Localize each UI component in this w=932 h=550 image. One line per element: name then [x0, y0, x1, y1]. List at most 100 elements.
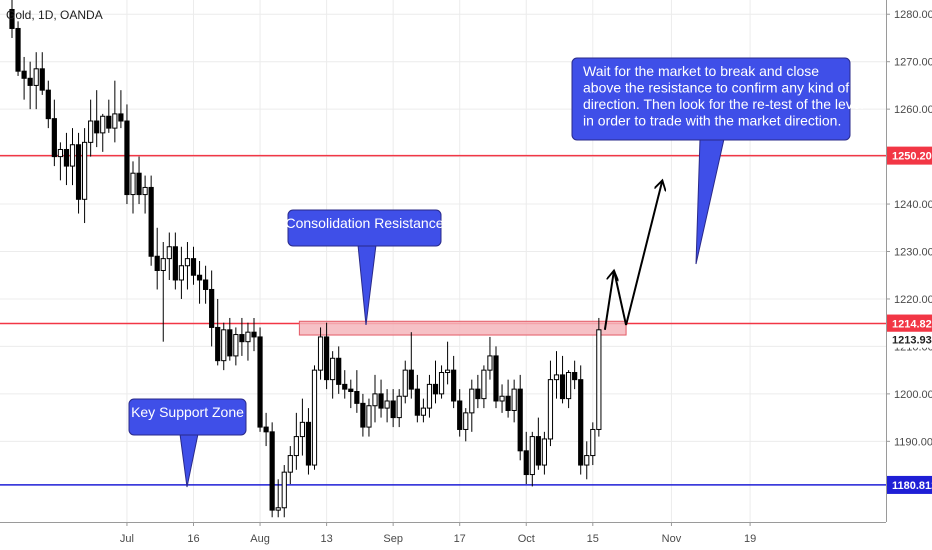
candle-body-bear: [523, 450, 529, 476]
callout-direction: Wait for the market to break and closeab…: [571, 57, 864, 265]
time-tick-label: 16: [187, 533, 199, 545]
candle: [578, 365, 584, 475]
candle-body-bull: [499, 395, 505, 402]
candle-body-bear: [196, 274, 203, 281]
projection-segment-retest: [612, 270, 628, 326]
candle-body-bear: [342, 383, 348, 390]
candle-body-bull: [69, 144, 76, 167]
candle: [408, 332, 414, 399]
candle: [487, 336, 493, 380]
price-tick-label: 1240.000: [894, 199, 932, 211]
candle-body-bull: [100, 115, 106, 134]
candle: [215, 298, 221, 366]
candle: [596, 317, 602, 437]
candle-body-bull: [233, 334, 239, 357]
time-tick-label: Sep: [383, 533, 403, 545]
callout-support-line: Key Support Zone: [131, 404, 244, 420]
candle: [396, 389, 402, 428]
candle-body-bear: [136, 172, 142, 196]
candle: [469, 379, 475, 432]
candle: [15, 21, 21, 76]
candle: [27, 61, 33, 110]
candle: [45, 80, 51, 129]
time-tick-label: 19: [744, 533, 756, 545]
candle-body-bear: [475, 388, 481, 400]
candle: [245, 322, 251, 361]
candle: [136, 156, 142, 205]
callout-consolidation-box: [287, 209, 442, 247]
candle-body-bear: [348, 388, 354, 392]
candle: [566, 370, 572, 409]
time-tick-label: Aug: [250, 533, 270, 545]
candle-body-bull: [384, 400, 390, 409]
price-tick-label: 1220.000: [894, 294, 932, 306]
projection-path: [603, 180, 662, 330]
price-tick-label: 1260.000: [894, 104, 932, 116]
callout-support: Key Support Zone: [128, 398, 247, 488]
candle: [227, 317, 233, 361]
grid: [0, 0, 886, 522]
candle-body-bull: [438, 372, 445, 395]
current-price-badge: [887, 331, 932, 348]
candle: [324, 322, 330, 390]
candle-body-bear: [263, 426, 269, 433]
candle-body-bear: [505, 395, 511, 411]
resistance-zone-rect: [298, 320, 627, 336]
candle-body-bear: [336, 357, 342, 385]
candle: [51, 99, 57, 167]
candle: [184, 242, 191, 290]
candle: [336, 346, 342, 394]
candle: [499, 384, 505, 413]
callouts: Wait for the market to break and closeab…: [128, 57, 864, 488]
candle-body-bull: [88, 120, 94, 143]
candle: [196, 261, 203, 304]
candle-body-bear: [27, 77, 33, 86]
projection-segment-up: [603, 270, 614, 330]
candle-body-bull: [299, 421, 305, 438]
candle-body-bull: [130, 172, 136, 196]
candle: [39, 52, 45, 95]
candle: [384, 389, 390, 423]
candle: [63, 132, 70, 186]
price-axis[interactable]: 1190.0001200.0001210.0001220.0001230.000…: [886, 0, 932, 550]
candle-body-bull: [184, 258, 191, 267]
candle-body-bull: [178, 265, 185, 281]
candle-body-bear: [148, 186, 154, 257]
chart-title: Gold, 1D, OANDA: [6, 8, 103, 22]
callout-direction-box: [571, 57, 851, 141]
candle-body-bear: [39, 68, 45, 91]
time-tick-label: 15: [587, 533, 599, 545]
candle: [275, 479, 281, 518]
candle-body-bear: [257, 336, 263, 428]
candle-body-bull: [584, 455, 590, 466]
callout-direction-line: Wait for the market to break and close: [583, 63, 819, 79]
candle: [372, 374, 378, 423]
candle-body-bull: [160, 258, 166, 271]
candle: [100, 113, 106, 152]
candle-body-bear: [559, 374, 566, 400]
candle-body-bear: [239, 334, 245, 343]
candle: [481, 365, 487, 409]
time-axis[interactable]: Jul 16 Aug 13 Sep 17 Oct 15 Nov 19: [0, 522, 886, 550]
candle: [305, 408, 312, 475]
candle: [366, 398, 372, 437]
candle: [390, 389, 396, 428]
candle: [451, 355, 457, 409]
candle: [445, 341, 451, 385]
candle: [529, 431, 535, 487]
candle: [124, 104, 130, 205]
callout-consolidation-line: Consolidation Resistance: [286, 215, 444, 231]
candle-body-bear: [215, 326, 221, 362]
candle: [590, 422, 596, 466]
candle: [203, 265, 209, 304]
level-badge-consolidation-resistance: [887, 314, 932, 333]
candle: [57, 142, 63, 181]
candle: [535, 417, 541, 470]
candle: [287, 446, 293, 485]
candle: [154, 227, 160, 290]
candle-body-bull: [366, 405, 372, 428]
candle-body-bear: [354, 391, 360, 404]
candle: [106, 99, 112, 133]
candle: [378, 379, 384, 418]
